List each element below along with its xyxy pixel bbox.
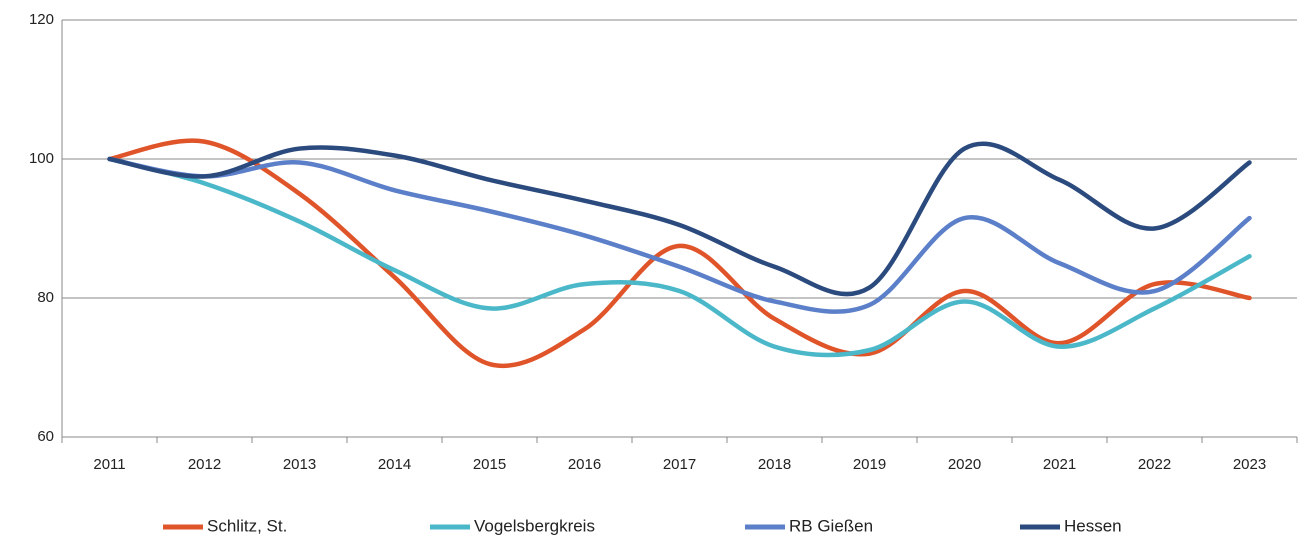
y-tick-label: 60 — [37, 428, 54, 445]
x-tick-label: 2013 — [283, 456, 316, 473]
y-tick-label: 80 — [37, 289, 54, 306]
legend-label: Vogelsbergkreis — [474, 516, 595, 535]
x-tick-label: 2020 — [948, 456, 981, 473]
x-tick-label: 2015 — [473, 456, 506, 473]
series-line — [107, 156, 1252, 358]
x-tick-label: 2011 — [93, 456, 125, 473]
x-tick-label: 2014 — [378, 456, 411, 473]
legend-label: Schlitz, St. — [207, 516, 287, 535]
y-tick-label: 100 — [29, 150, 54, 167]
series-line — [107, 141, 1252, 297]
x-tick-label: 2023 — [1233, 456, 1266, 473]
y-tick-label: 120 — [29, 11, 54, 28]
legend-label: RB Gießen — [789, 516, 873, 535]
x-tick-label: 2012 — [188, 456, 221, 473]
x-tick-label: 2017 — [663, 456, 696, 473]
x-tick-label: 2019 — [853, 456, 886, 473]
x-tick-label: 2021 — [1043, 456, 1076, 473]
series-line — [107, 156, 1252, 314]
x-tick-label: 2022 — [1138, 456, 1171, 473]
legend-label: Hessen — [1064, 516, 1122, 535]
series-line — [107, 138, 1252, 369]
x-tick-label: 2016 — [568, 456, 601, 473]
x-tick-label: 2018 — [758, 456, 791, 473]
